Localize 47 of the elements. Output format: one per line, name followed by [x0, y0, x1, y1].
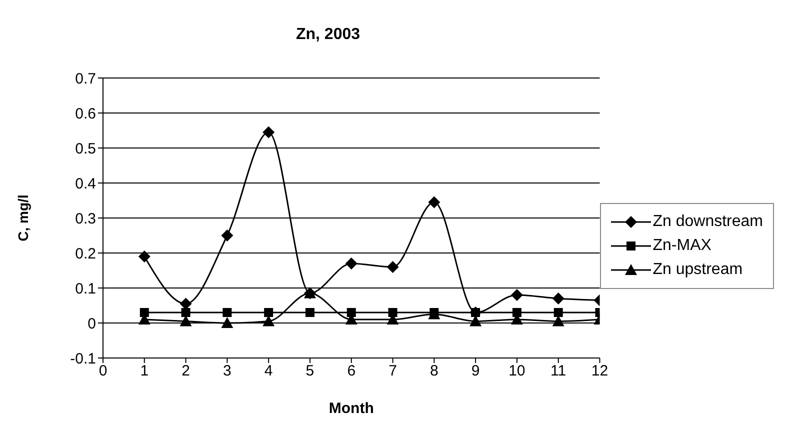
x-tick-label: 2: [182, 362, 190, 380]
y-tick-label: 0.7: [75, 70, 96, 88]
point: [512, 308, 522, 317]
y-tick-label: 0: [88, 315, 96, 332]
y-tick-label: 0.4: [75, 175, 96, 192]
y-tick-label: 0.3: [75, 210, 96, 228]
x-tick-label: 7: [388, 362, 397, 380]
x-tick-label: 6: [347, 362, 356, 380]
y-tick-label: -0.1: [70, 350, 96, 368]
x-tick-label: 5: [306, 362, 314, 380]
y-tick-label: 0.5: [75, 140, 96, 158]
legend-label: Zn downstream: [652, 212, 763, 230]
point: [471, 308, 480, 317]
x-tick-label: 0: [98, 362, 108, 380]
point: [140, 308, 149, 317]
point: [552, 292, 564, 304]
point: [346, 308, 356, 317]
y-tick-label: 0.2: [75, 245, 96, 262]
point: [221, 317, 234, 328]
point: [221, 230, 234, 242]
x-tick-label: 1: [140, 362, 149, 380]
x-axis-title: Month: [328, 400, 374, 417]
x-tick-label: 9: [471, 362, 480, 380]
point: [181, 308, 190, 317]
point: [510, 289, 523, 301]
y-tick-label: 0.6: [75, 105, 96, 122]
point: [388, 308, 398, 317]
x-tick-label: 4: [264, 362, 273, 380]
y-axis-title: C, mg/l: [14, 194, 31, 242]
point: [428, 196, 440, 208]
point: [138, 250, 150, 262]
point: [554, 308, 563, 317]
x-tick-label: 11: [550, 362, 566, 380]
legend-label: Zn-MAX: [652, 236, 712, 254]
x-tick-label: 8: [430, 362, 438, 380]
point: [305, 308, 314, 317]
point: [386, 261, 399, 273]
point: [345, 258, 358, 270]
x-tick-label: 10: [508, 362, 526, 380]
x-tick-label: 12: [591, 362, 608, 380]
point: [222, 308, 232, 317]
chart-title: Zn, 2003: [294, 25, 362, 45]
x-tick-label: 3: [223, 362, 232, 380]
point: [264, 308, 274, 317]
point: [262, 126, 275, 138]
legend-label: Zn upstream: [652, 260, 743, 278]
y-tick-label: 0.1: [75, 280, 96, 298]
